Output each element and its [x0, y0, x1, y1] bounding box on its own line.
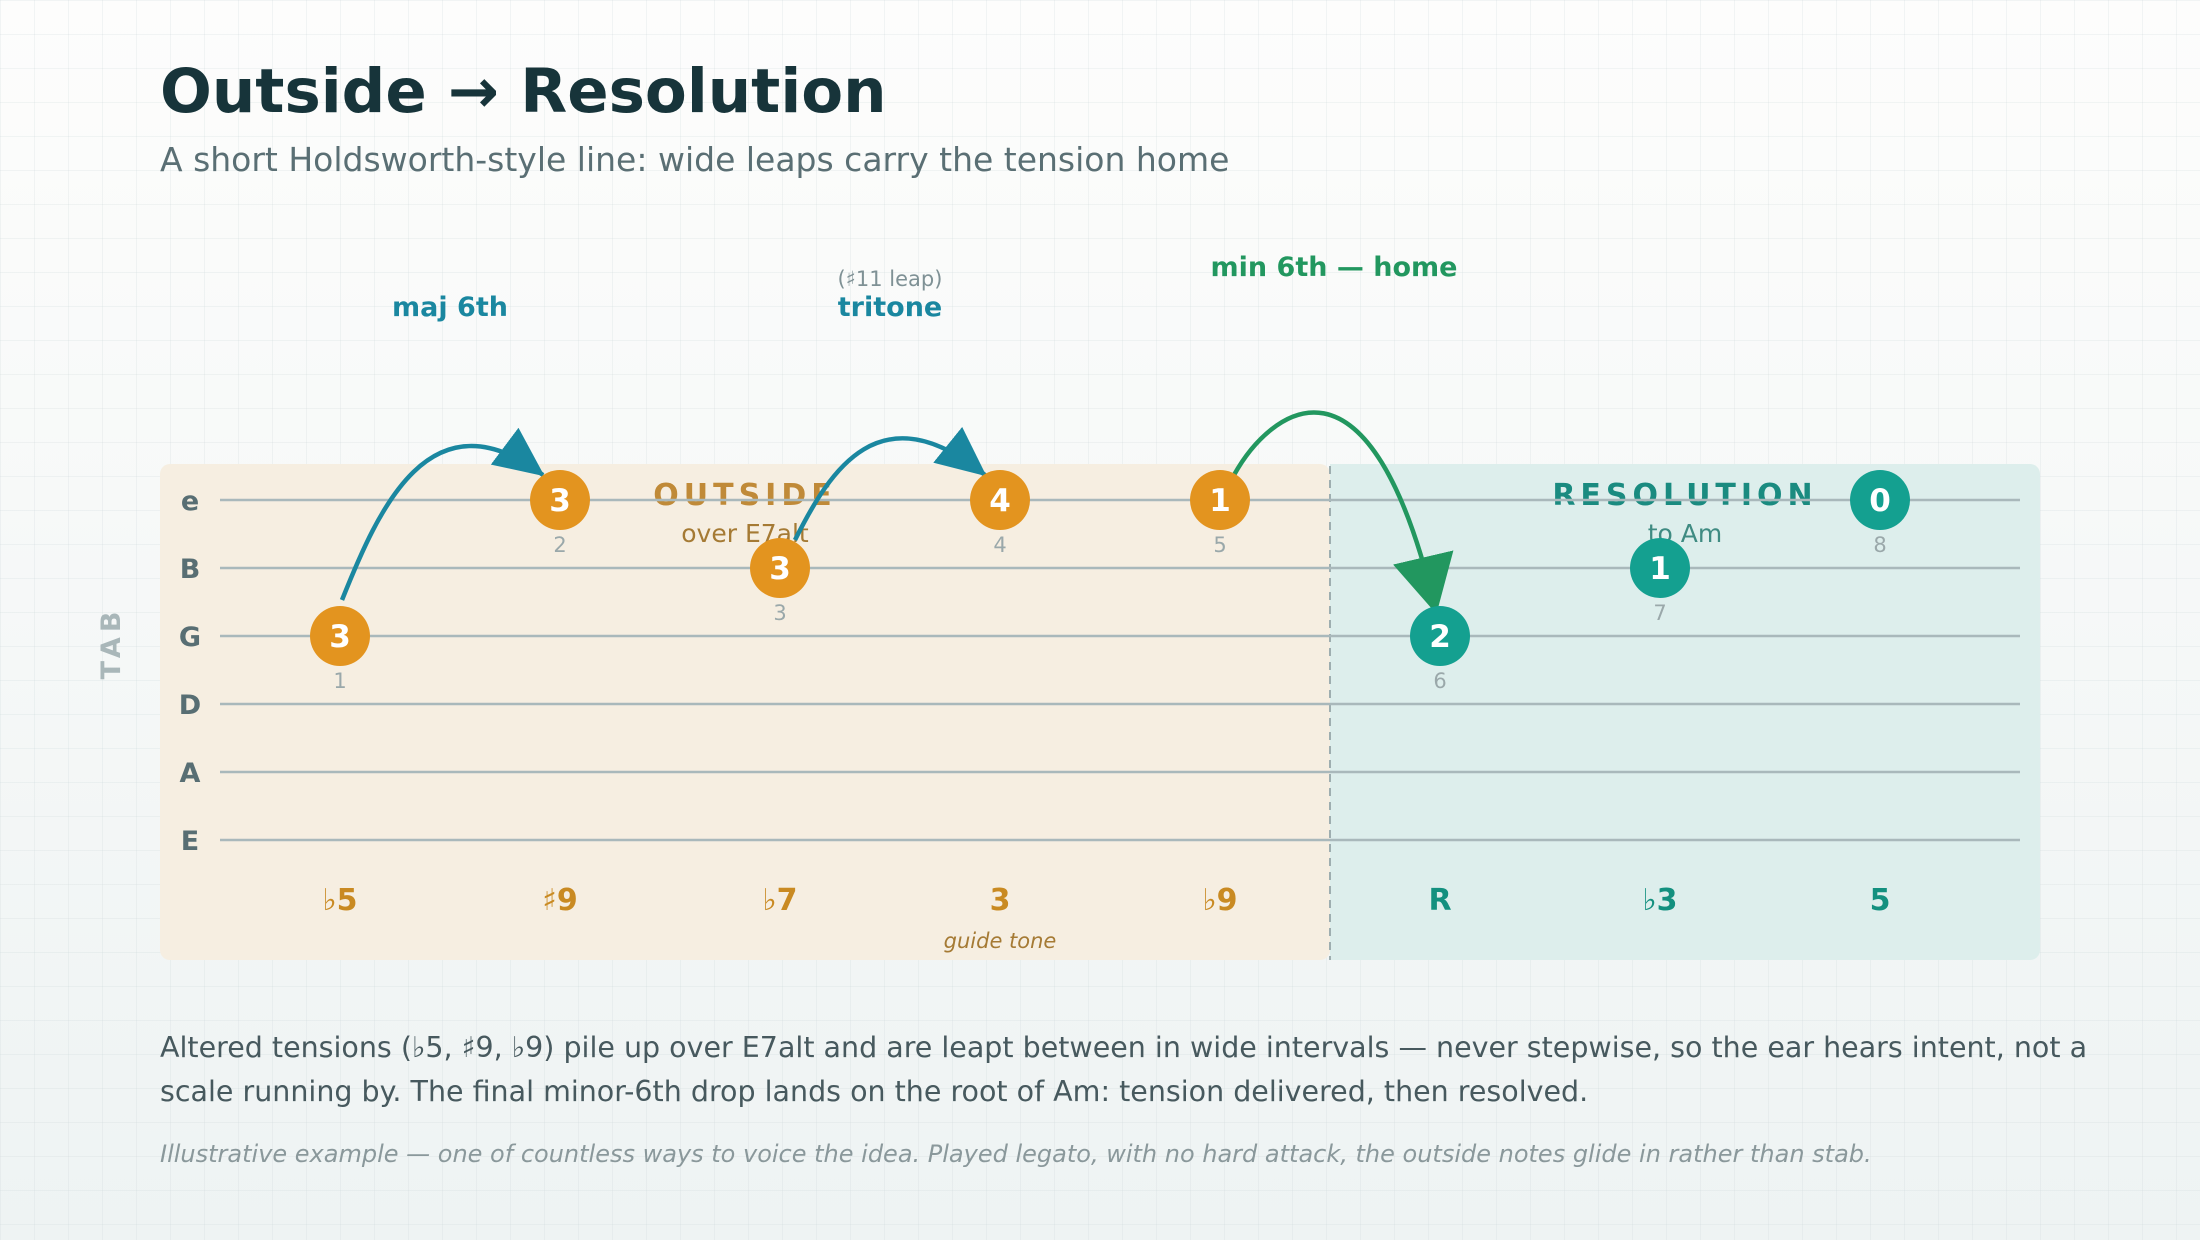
fret-number: 3: [769, 551, 791, 587]
note-circle: [530, 470, 590, 530]
scale-degree: ♭5: [322, 883, 357, 918]
note-circle: [1190, 470, 1250, 530]
note-order: 3: [773, 601, 786, 625]
note-order: 2: [553, 533, 566, 557]
leap-label: maj 6th: [392, 292, 508, 323]
leap-label: tritone: [838, 292, 942, 323]
note-order: 8: [1873, 533, 1886, 557]
guide-tone-label: guide tone: [944, 929, 1057, 953]
string-label: E: [181, 826, 199, 857]
note-circle: [750, 538, 810, 598]
string-label: D: [179, 690, 201, 721]
tab-label: TAB: [96, 607, 127, 680]
note-circle: [1630, 538, 1690, 598]
note-circle: [1850, 470, 1910, 530]
fret-number: 3: [549, 483, 571, 519]
leap-label: min 6th — home: [1211, 252, 1458, 283]
string-label: G: [179, 622, 201, 653]
fret-number: 2: [1429, 619, 1451, 655]
footnote: Illustrative example — one of countless …: [160, 1140, 1872, 1168]
note-circle: [310, 606, 370, 666]
string-label: e: [181, 486, 199, 517]
fret-number: 4: [989, 483, 1011, 519]
note-order: 4: [993, 533, 1006, 557]
fret-number: 3: [329, 619, 351, 655]
note-circle: [1410, 606, 1470, 666]
note-order: 6: [1433, 669, 1446, 693]
scale-degree: 5: [1870, 883, 1891, 918]
fret-number: 1: [1649, 551, 1671, 587]
outside-zone: [160, 464, 1330, 960]
resolution-zone: [1330, 464, 2040, 960]
leap-arrow: [792, 426, 987, 542]
scale-degree: R: [1428, 883, 1451, 918]
scale-degree: ♭7: [762, 883, 797, 918]
description: Altered tensions (♭5, ♯9, ♭9) pile up ov…: [160, 1031, 2088, 1108]
page-subtitle: A short Holdsworth-style line: wide leap…: [160, 140, 1230, 179]
fret-number: 0: [1869, 483, 1891, 519]
scale-degree: ♭9: [1202, 883, 1237, 918]
note-order: 7: [1653, 601, 1666, 625]
note-order: 1: [333, 669, 346, 693]
scale-degree: 3: [990, 883, 1011, 918]
string-label: B: [180, 554, 201, 585]
leap-note: (♯11 leap): [838, 267, 943, 291]
outside-zone-title: OUTSIDE: [653, 478, 837, 513]
note-order: 5: [1213, 533, 1226, 557]
resolution-zone-title: RESOLUTION: [1552, 478, 1817, 513]
page-title: Outside → Resolution: [160, 56, 887, 127]
note-circle: [970, 470, 1030, 530]
string-label: A: [180, 758, 201, 789]
fret-number: 1: [1209, 483, 1231, 519]
leap-arrow: [1232, 410, 1454, 614]
scale-degree: ♭3: [1642, 883, 1677, 918]
scale-degree: ♯9: [542, 883, 577, 918]
leap-arrow: [339, 427, 545, 601]
